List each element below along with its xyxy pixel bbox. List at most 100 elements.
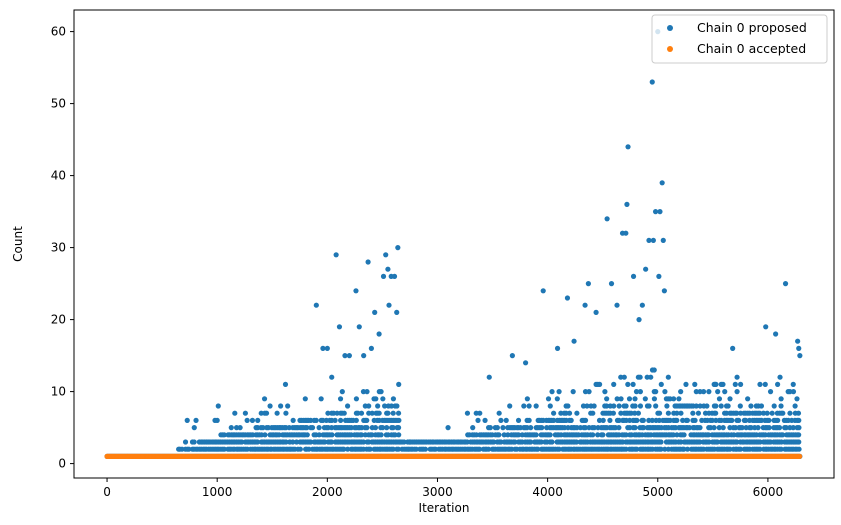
legend-marker-accepted: [667, 46, 673, 52]
proposed-point: [757, 439, 763, 445]
proposed-point: [706, 389, 712, 395]
proposed-point: [790, 425, 796, 431]
proposed-point: [390, 396, 397, 402]
proposed-point: [582, 302, 588, 308]
proposed-point: [796, 439, 802, 445]
proposed-point: [237, 425, 243, 431]
proposed-point: [618, 396, 624, 402]
proposed-point: [309, 425, 316, 431]
proposed-point: [476, 446, 483, 452]
series-accepted-points: [104, 453, 803, 459]
proposed-point: [625, 381, 631, 387]
proposed-point: [766, 425, 772, 431]
proposed-point: [632, 410, 638, 416]
proposed-point: [616, 425, 622, 431]
proposed-point: [778, 403, 784, 409]
y-tick-label: 40: [51, 169, 66, 183]
x-tick-label: 2000: [312, 485, 343, 499]
proposed-point: [361, 353, 367, 359]
proposed-point: [646, 403, 652, 409]
proposed-point: [686, 425, 693, 431]
proposed-point: [582, 425, 588, 431]
proposed-point: [394, 309, 400, 315]
x-axis-ticks: 0 1000 2000 3000 4000 5000 6000: [103, 478, 783, 499]
proposed-point: [355, 410, 361, 416]
proposed-point: [329, 432, 335, 438]
proposed-point: [392, 432, 398, 438]
proposed-point: [215, 403, 221, 409]
proposed-point: [302, 396, 308, 402]
proposed-point: [716, 396, 723, 402]
proposed-point: [422, 446, 429, 452]
proposed-point: [757, 410, 763, 416]
proposed-point: [773, 331, 779, 337]
proposed-point: [574, 410, 580, 416]
legend-label-proposed: Chain 0 proposed: [697, 20, 807, 35]
proposed-point: [658, 381, 664, 387]
proposed-point: [293, 439, 300, 445]
proposed-point: [665, 374, 671, 380]
proposed-point: [771, 403, 777, 409]
proposed-point: [384, 425, 390, 431]
proposed-point: [778, 446, 784, 452]
proposed-point: [734, 389, 740, 395]
proposed-point: [722, 389, 728, 395]
proposed-point: [604, 216, 610, 222]
proposed-point: [353, 288, 359, 294]
y-axis-ticks: 0 10 20 30 40 50 60: [51, 25, 74, 471]
x-tick-label: 4000: [532, 485, 563, 499]
proposed-point: [646, 237, 652, 243]
proposed-point: [274, 410, 280, 416]
proposed-point: [498, 417, 504, 423]
proposed-point: [395, 425, 402, 431]
proposed-point: [712, 381, 718, 387]
proposed-point: [713, 403, 719, 409]
proposed-point: [797, 353, 803, 359]
proposed-point: [623, 432, 629, 438]
proposed-point: [385, 266, 391, 272]
x-tick-label: 0: [103, 485, 111, 499]
proposed-point: [616, 417, 622, 423]
proposed-point: [413, 446, 419, 452]
proposed-point: [407, 439, 413, 445]
proposed-point: [482, 417, 488, 423]
proposed-point: [780, 432, 786, 438]
plot-frame: [73, 9, 835, 479]
proposed-point: [322, 439, 328, 445]
proposed-point: [683, 381, 689, 387]
proposed-point: [367, 446, 373, 452]
proposed-point: [659, 180, 665, 186]
proposed-point: [391, 273, 398, 279]
proposed-point: [261, 396, 268, 402]
proposed-point: [766, 417, 772, 423]
proposed-point: [477, 410, 483, 416]
proposed-point: [304, 425, 310, 431]
proposed-point: [713, 410, 719, 416]
proposed-point: [306, 446, 312, 452]
y-tick-label: 50: [51, 97, 66, 111]
proposed-point: [614, 302, 620, 308]
proposed-point: [676, 396, 682, 402]
proposed-point: [401, 439, 407, 445]
proposed-point: [475, 417, 481, 423]
proposed-point: [378, 432, 384, 438]
proposed-point: [445, 425, 451, 431]
legend-box: [651, 14, 828, 64]
proposed-point: [661, 288, 667, 294]
proposed-point: [364, 425, 370, 431]
proposed-point: [585, 281, 591, 287]
proposed-point: [494, 425, 500, 431]
proposed-point: [764, 410, 770, 416]
proposed-point: [737, 403, 743, 409]
proposed-point: [700, 389, 707, 395]
legend-marker-proposed: [667, 25, 673, 31]
proposed-point: [624, 201, 630, 207]
proposed-point: [549, 439, 555, 445]
proposed-point: [308, 439, 314, 445]
proposed-point: [680, 417, 686, 423]
proposed-point: [725, 403, 731, 409]
proposed-point: [539, 425, 545, 431]
proposed-point: [792, 403, 798, 409]
proposed-point: [596, 417, 603, 423]
proposed-point: [496, 432, 502, 438]
